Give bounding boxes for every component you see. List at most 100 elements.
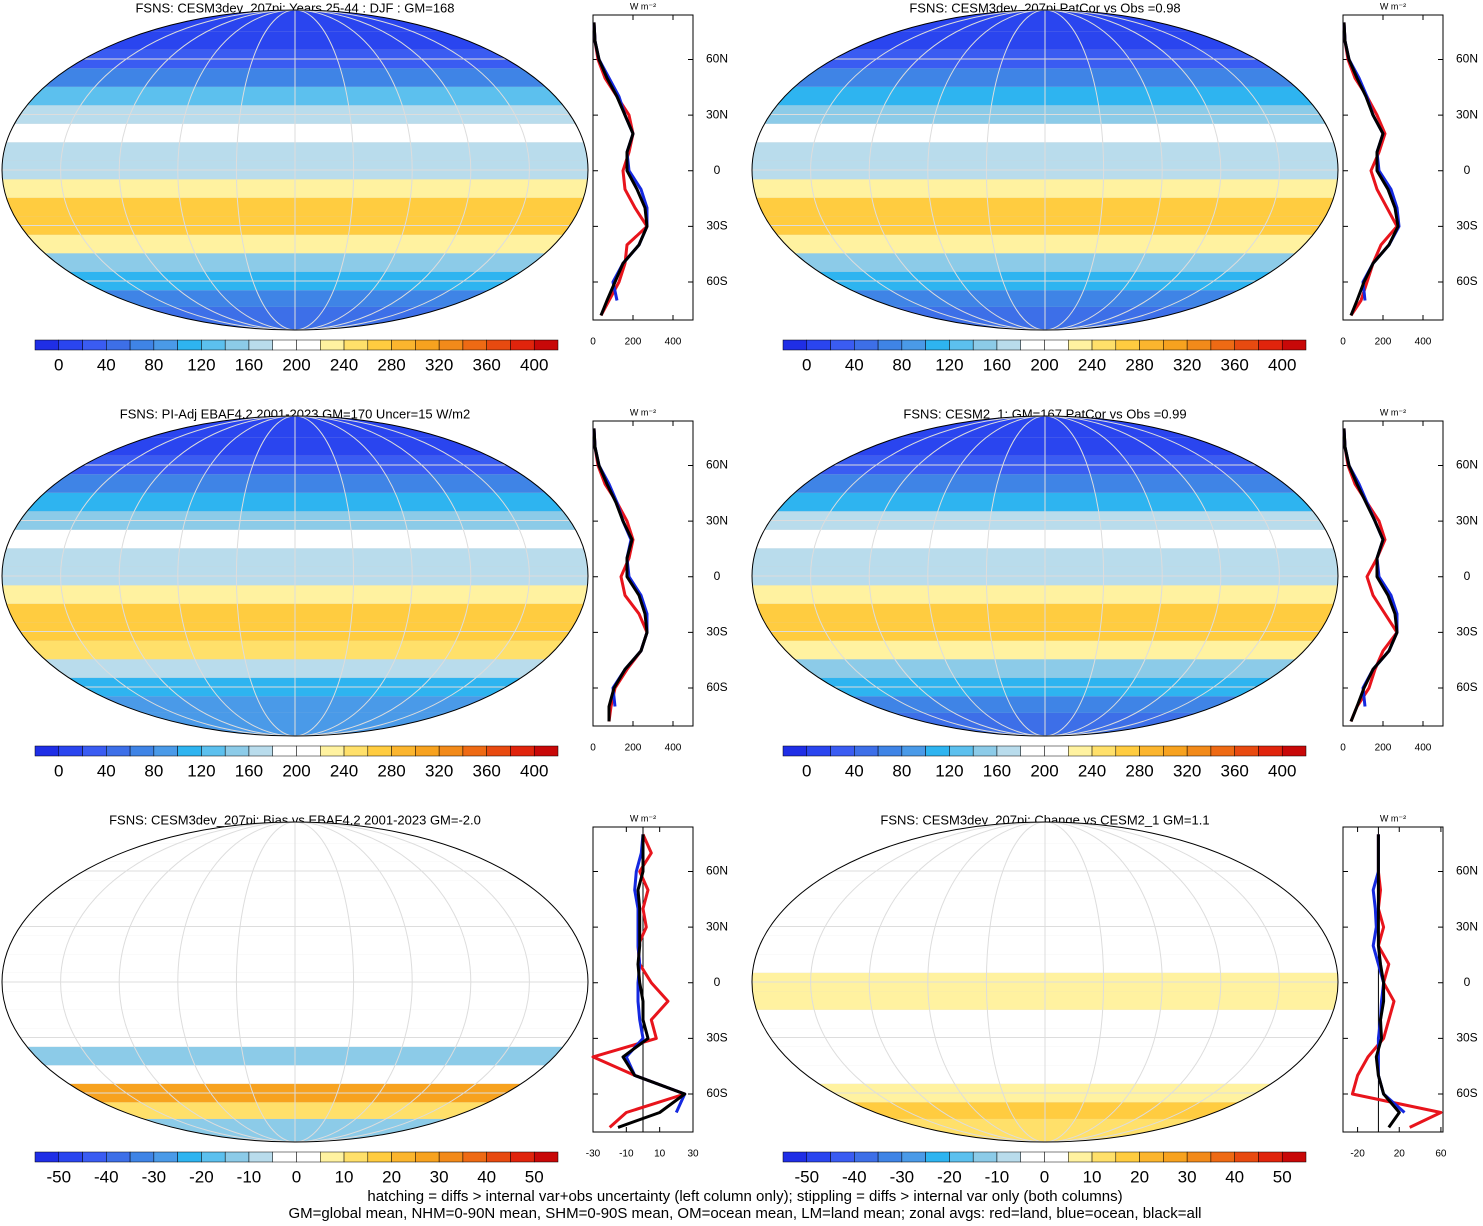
y-tick-label: 30S bbox=[1456, 219, 1477, 233]
colorbar-box bbox=[1044, 339, 1069, 351]
colorbar-label: 160 bbox=[983, 761, 1011, 780]
colorbar-label: 120 bbox=[187, 761, 215, 780]
colorbar-box bbox=[129, 1151, 155, 1163]
colorbar-box bbox=[58, 745, 83, 757]
colorbar-box bbox=[877, 339, 903, 351]
colorbar-box bbox=[1044, 745, 1069, 757]
colorbar-box bbox=[224, 339, 250, 351]
x-tick-label: 200 bbox=[625, 743, 642, 754]
colorbar-box bbox=[1186, 1151, 1212, 1163]
colorbar-box bbox=[129, 339, 155, 351]
colorbar-box bbox=[320, 1151, 345, 1163]
x-tick-label: -20 bbox=[1350, 1149, 1365, 1160]
panel-title: FSNS: CESM3dev_207pi PatCor vs Obs =0.98 bbox=[909, 0, 1180, 15]
profile-line bbox=[1342, 428, 1399, 722]
y-tick-label: 30S bbox=[706, 219, 727, 233]
colorbar-label: 320 bbox=[425, 761, 453, 780]
colorbar-label: 10 bbox=[335, 1167, 354, 1186]
colorbar-box bbox=[82, 339, 107, 351]
colorbar-box bbox=[925, 1151, 950, 1163]
y-tick-label: 30N bbox=[1456, 107, 1478, 121]
y-tick-label: 60N bbox=[706, 458, 728, 472]
colorbar-box bbox=[806, 1151, 831, 1163]
colorbar-box bbox=[367, 1151, 392, 1163]
colorbar-box bbox=[1068, 1151, 1093, 1163]
colorbar-box bbox=[533, 339, 559, 351]
colorbar-box bbox=[367, 745, 392, 757]
profile-line bbox=[592, 428, 649, 722]
profile-line bbox=[1374, 834, 1401, 1129]
x-tick-label: -10 bbox=[619, 1149, 634, 1160]
colorbar-label: 360 bbox=[472, 355, 500, 374]
y-tick-label: 0 bbox=[1464, 163, 1471, 177]
colorbar-label: -30 bbox=[890, 1167, 915, 1186]
colorbar-label: 50 bbox=[1273, 1167, 1292, 1186]
colorbar-box bbox=[153, 1151, 178, 1163]
colorbar-label: 360 bbox=[1220, 355, 1248, 374]
colorbar-box bbox=[1139, 745, 1164, 757]
colorbar-box bbox=[1020, 745, 1045, 757]
colorbar-box bbox=[1163, 339, 1188, 351]
colorbar-label: 200 bbox=[282, 355, 310, 374]
colorbar-box bbox=[949, 745, 974, 757]
colorbar-box bbox=[201, 339, 226, 351]
colorbar-box bbox=[854, 339, 879, 351]
colorbar-label: 280 bbox=[377, 355, 405, 374]
y-tick-label: 60N bbox=[1456, 52, 1478, 66]
colorbar-box bbox=[201, 745, 226, 757]
colorbar-box bbox=[106, 745, 131, 757]
colorbar-box bbox=[972, 339, 998, 351]
colorbar-box bbox=[34, 1151, 60, 1163]
colorbar-box bbox=[782, 745, 808, 757]
colorbar-label: 0 bbox=[54, 761, 63, 780]
colorbar-box bbox=[153, 339, 178, 351]
colorbar-label: 240 bbox=[330, 355, 358, 374]
colorbar-box bbox=[82, 745, 107, 757]
colorbar-box bbox=[391, 745, 416, 757]
colorbar-label: 40 bbox=[845, 761, 864, 780]
colorbar-box bbox=[272, 745, 297, 757]
colorbar-box bbox=[1234, 745, 1259, 757]
panel-title: FSNS: CESM3dev_207pi: Years 25-44 : DJF … bbox=[135, 0, 454, 15]
colorbar-label: -20 bbox=[937, 1167, 962, 1186]
x-tick-label: 200 bbox=[1375, 743, 1392, 754]
map-border bbox=[751, 821, 1339, 1143]
colorbar-box bbox=[1068, 339, 1093, 351]
y-tick-label: 30S bbox=[1456, 625, 1477, 639]
colorbar-box bbox=[533, 745, 559, 757]
colorbar-box bbox=[925, 339, 950, 351]
colorbar-label: 160 bbox=[983, 355, 1011, 374]
colorbar-box bbox=[1234, 339, 1259, 351]
colorbar-label: 40 bbox=[477, 1167, 496, 1186]
y-tick-label: 30S bbox=[1456, 1031, 1477, 1045]
colorbar-box bbox=[854, 745, 879, 757]
colorbar-label: 40 bbox=[1225, 1167, 1244, 1186]
colorbar-label: 240 bbox=[330, 761, 358, 780]
colorbar-label: 80 bbox=[144, 355, 163, 374]
colorbar-box bbox=[248, 339, 273, 351]
y-tick-label: 0 bbox=[714, 163, 721, 177]
colorbar-box bbox=[901, 745, 926, 757]
colorbar-box bbox=[486, 339, 511, 351]
colorbar-box bbox=[486, 1151, 511, 1163]
colorbar-box bbox=[1281, 745, 1307, 757]
colorbar-label: 40 bbox=[97, 761, 116, 780]
profile-units: W m⁻² bbox=[1380, 1, 1406, 11]
y-tick-label: 60N bbox=[1456, 458, 1478, 472]
colorbar-box bbox=[343, 1151, 369, 1163]
colorbar-box bbox=[1044, 1151, 1069, 1163]
colorbar-box bbox=[1210, 1151, 1235, 1163]
colorbar-box bbox=[972, 745, 998, 757]
y-tick-label: 30S bbox=[706, 625, 727, 639]
map bbox=[2, 416, 588, 736]
profile-frame bbox=[1342, 420, 1444, 727]
x-tick-label: 20 bbox=[1394, 1149, 1406, 1160]
colorbar-box bbox=[367, 339, 392, 351]
profile-units: W m⁻² bbox=[630, 813, 656, 823]
colorbar-box bbox=[462, 339, 487, 351]
colorbar-label: 400 bbox=[1268, 355, 1296, 374]
profile-line bbox=[617, 834, 687, 1129]
profile-units: W m⁻² bbox=[630, 407, 656, 417]
colorbar-label: -10 bbox=[237, 1167, 262, 1186]
